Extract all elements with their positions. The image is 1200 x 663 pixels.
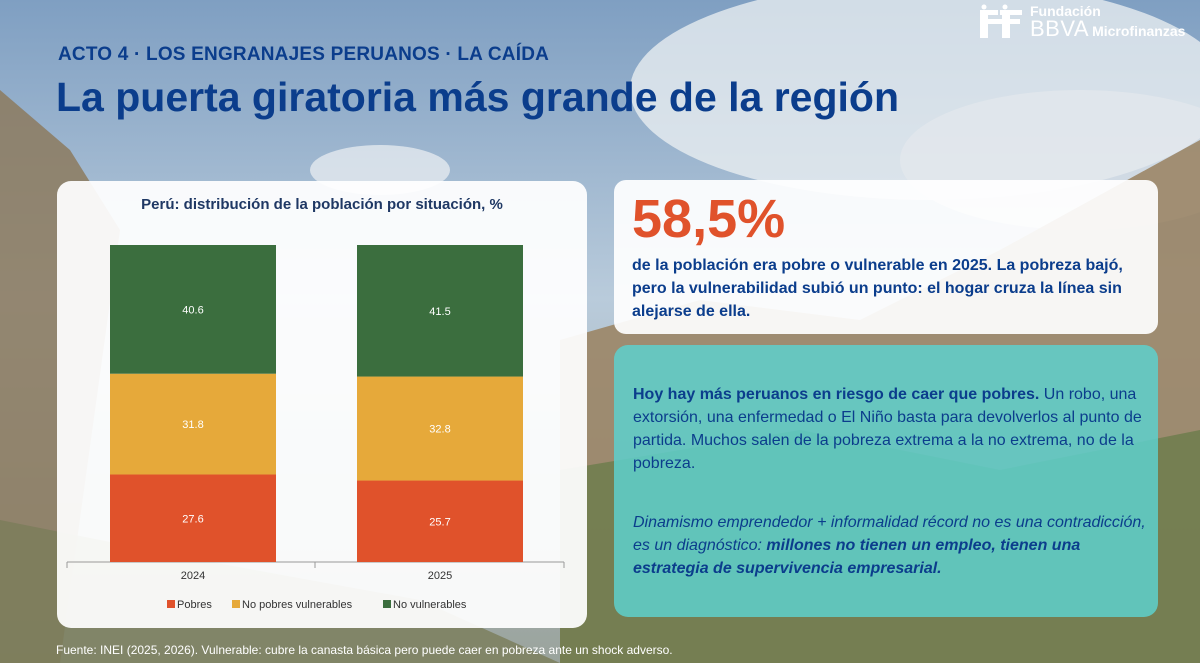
logo-suffix: Microfinanzas	[1092, 23, 1186, 39]
bar-segment	[357, 245, 523, 377]
stacked-bar-chart: 27.6 31.8 40.6 2024 25.7 32.8 41.5 2025 Pobres No…	[66, 245, 565, 611]
source-footnote: Fuente: INEI (2025, 2026). Vulnerable: c…	[56, 643, 673, 657]
bar-segment	[110, 245, 276, 374]
chart-title: Perú: distribución de la población por s…	[141, 196, 503, 213]
bar-value-label: 32.8	[429, 424, 450, 436]
bar-value-label: 40.6	[182, 304, 203, 316]
highlight-value: 58,5%	[632, 189, 786, 249]
logo: Fundación BBVA Microfinanzas	[976, 4, 1185, 42]
legend-label: Pobres	[177, 599, 212, 611]
insight-panel: Hoy hay más peruanos en riesgo de caer q…	[614, 345, 1158, 617]
legend-label: No pobres vulnerables	[242, 599, 353, 611]
legend-label: No vulnerables	[393, 599, 467, 611]
bar-value-label: 31.8	[182, 419, 203, 431]
insight-p1-rest: Un robo, una extorsión, una enfermedad o…	[633, 386, 1142, 472]
bar-segment	[357, 480, 523, 562]
bar-value-label: 41.5	[429, 306, 450, 318]
logo-mark-icon	[980, 4, 1022, 38]
legend-swatch	[167, 600, 175, 608]
bar-segment	[357, 376, 523, 481]
section-kicker: ACTO 4 · LOS ENGRANAJES PERUANOS · LA CA…	[58, 44, 550, 65]
insight-paragraph-1: Hoy hay más peruanos en riesgo de caer q…	[633, 383, 1143, 475]
highlight-text: de la población era pobre o vulnerable e…	[632, 257, 1123, 320]
insight-p1-bold: Hoy hay más peruanos en riesgo de caer q…	[633, 386, 1040, 403]
legend-swatch	[232, 600, 240, 608]
bar-value-label: 27.6	[182, 513, 203, 525]
insight-paragraph-2: Dinamismo emprendedor + informalidad réc…	[633, 511, 1153, 580]
bar-segment	[110, 474, 276, 562]
x-tick-label: 2024	[181, 570, 205, 582]
bar-segment	[110, 373, 276, 475]
legend-swatch	[383, 600, 391, 608]
bar-value-label: 25.7	[429, 516, 450, 528]
logo-line1: Fundación	[1030, 3, 1101, 19]
insight-p2-italic: Dinamismo emprendedor + informalidad réc…	[633, 514, 1146, 554]
logo-brand: BBVA	[1030, 16, 1090, 41]
x-tick-label: 2025	[428, 570, 452, 582]
chart-panel: Perú: distribución de la población por s…	[57, 181, 587, 628]
insight-p2-bold: millones no tienen un empleo, tienen una…	[633, 537, 1081, 577]
highlight-panel: 58,5% de la población era pobre o vulner…	[614, 180, 1158, 334]
page-title: La puerta giratoria más grande de la reg…	[56, 74, 900, 120]
